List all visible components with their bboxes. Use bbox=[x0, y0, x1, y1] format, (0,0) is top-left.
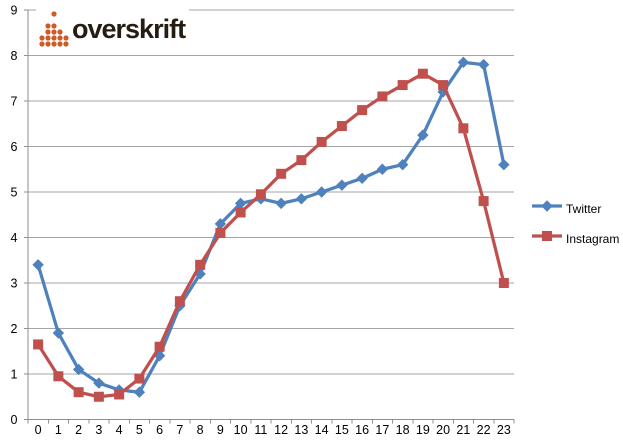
legend-item-instagram: Instagram bbox=[531, 229, 619, 248]
axes bbox=[24, 9, 515, 424]
svg-text:21: 21 bbox=[456, 423, 470, 437]
svg-text:8: 8 bbox=[11, 49, 18, 63]
legend-item-twitter: Twitter bbox=[531, 199, 619, 218]
gridlines bbox=[28, 9, 514, 375]
svg-text:3: 3 bbox=[11, 277, 18, 291]
series-twitter bbox=[32, 56, 510, 398]
legend-label-instagram: Instagram bbox=[566, 231, 620, 246]
svg-text:12: 12 bbox=[274, 423, 288, 437]
svg-text:3: 3 bbox=[95, 423, 102, 437]
svg-text:22: 22 bbox=[477, 423, 491, 437]
svg-text:9: 9 bbox=[217, 423, 224, 437]
svg-text:20: 20 bbox=[436, 423, 450, 437]
y-axis-labels: 0 1 2 3 4 5 6 7 8 9 bbox=[11, 4, 18, 428]
svg-text:5: 5 bbox=[11, 186, 18, 200]
legend-label-twitter: Twitter bbox=[566, 201, 602, 216]
svg-text:4: 4 bbox=[116, 423, 123, 437]
svg-text:11: 11 bbox=[254, 423, 267, 437]
svg-text:7: 7 bbox=[11, 95, 18, 109]
svg-text:14: 14 bbox=[315, 423, 329, 437]
svg-text:8: 8 bbox=[197, 423, 204, 437]
svg-text:0: 0 bbox=[35, 423, 42, 437]
svg-text:4: 4 bbox=[11, 231, 18, 245]
svg-text:13: 13 bbox=[294, 423, 308, 437]
svg-text:17: 17 bbox=[375, 423, 389, 437]
x-axis-labels: 0 1 2 3 4 5 6 7 8 9 10 11 12 13 14 15 16 17 18 19 20 21 22 23 bbox=[35, 423, 511, 437]
svg-text:6: 6 bbox=[11, 140, 18, 154]
svg-text:1: 1 bbox=[55, 423, 62, 437]
svg-text:2: 2 bbox=[11, 322, 18, 336]
twitter-line-marker-icon bbox=[531, 199, 563, 218]
svg-text:5: 5 bbox=[136, 423, 143, 437]
svg-text:10: 10 bbox=[234, 423, 248, 437]
logo-text: overskrift bbox=[72, 13, 186, 44]
svg-text:6: 6 bbox=[156, 423, 163, 437]
logo: overskrift bbox=[36, 8, 190, 50]
svg-text:7: 7 bbox=[176, 423, 183, 437]
svg-text:9: 9 bbox=[11, 4, 18, 18]
svg-text:2: 2 bbox=[75, 423, 82, 437]
svg-text:23: 23 bbox=[497, 423, 511, 437]
svg-text:18: 18 bbox=[396, 423, 410, 437]
instagram-line-marker-icon bbox=[531, 229, 563, 248]
svg-text:19: 19 bbox=[416, 423, 430, 437]
dot-matrix-logo-icon bbox=[39, 11, 69, 47]
svg-text:1: 1 bbox=[11, 368, 18, 382]
svg-text:0: 0 bbox=[11, 413, 18, 427]
svg-text:16: 16 bbox=[355, 423, 369, 437]
series-instagram bbox=[33, 68, 509, 402]
svg-text:15: 15 bbox=[335, 423, 349, 437]
legend: Twitter Instagram bbox=[531, 199, 619, 248]
